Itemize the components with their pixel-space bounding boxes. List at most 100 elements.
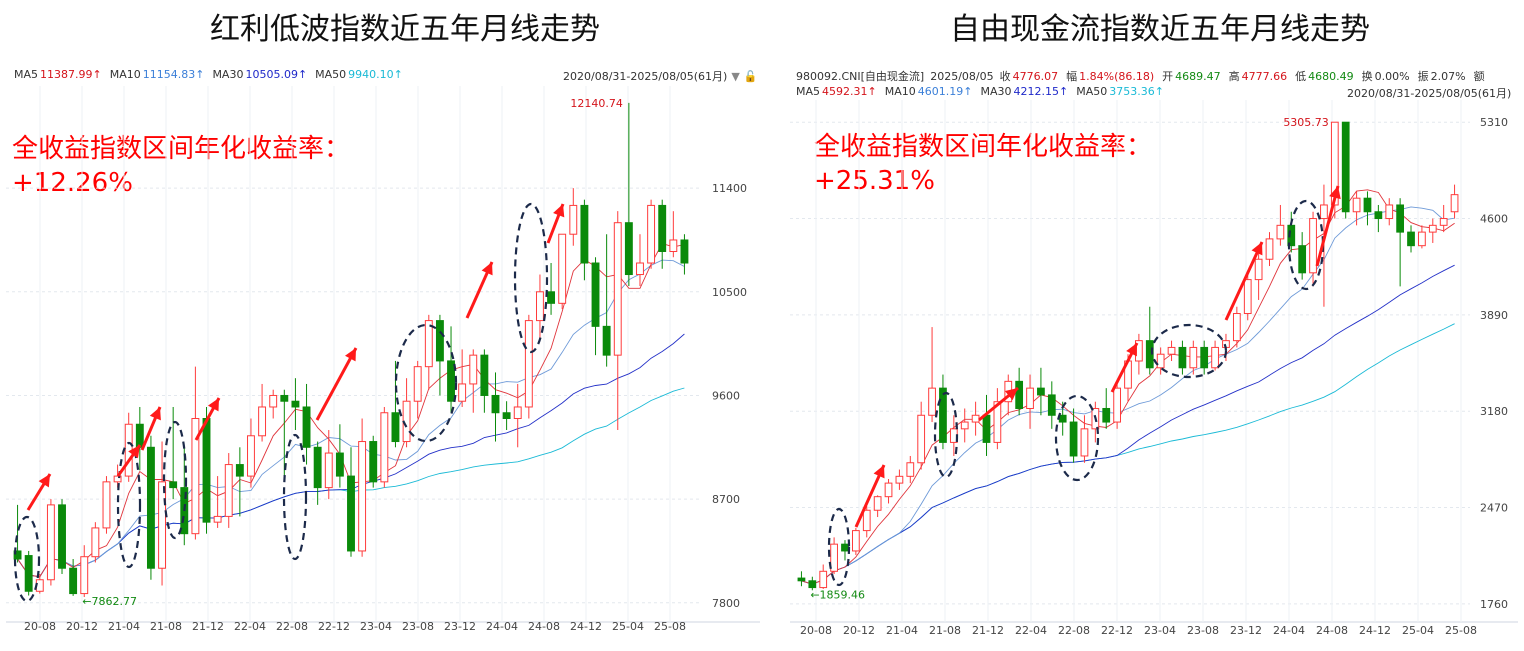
right-legend-item: MA50 3753.36↑ (1076, 85, 1168, 98)
highlight-ellipse (827, 507, 851, 587)
left-legend-value: 10505.09↑ (245, 68, 308, 81)
right-candle-body (1363, 197, 1372, 213)
left-candle-body (191, 418, 200, 535)
left-legend-value: 11387.99↑ (40, 68, 102, 81)
highlight-ellipse (116, 441, 142, 569)
left-y-tick-label: 10500 (712, 286, 747, 299)
left-legend-value: 11154.83↑ (142, 68, 205, 81)
right-candle-body (1232, 313, 1241, 342)
left-candle-body (669, 239, 678, 252)
left-candle-body (536, 291, 544, 322)
right-candle-body (982, 414, 991, 443)
left-candle-body (213, 515, 222, 523)
left-candle-body (58, 504, 66, 569)
right-quote-label: 低 (1295, 70, 1307, 83)
trend-arrow-head (481, 262, 493, 276)
left-candle-body (491, 394, 500, 414)
right-x-tick-label: 23-04 (1144, 624, 1176, 637)
highlight-ellipse (1150, 323, 1228, 379)
right-ma10-line (801, 206, 1455, 585)
left-candle-body (547, 291, 556, 304)
left-candle-body (480, 354, 489, 396)
right-quote-label: 开 (1162, 70, 1174, 83)
right-quote-item: 高 4777.66 (1229, 70, 1292, 83)
right-x-tick-label: 22-12 (1101, 624, 1133, 637)
left-candle-body (580, 204, 589, 264)
trend-arrow-head (207, 398, 219, 412)
right-candle-body (1418, 231, 1426, 247)
left-candle-body (569, 204, 578, 235)
left-candle-body (269, 394, 278, 408)
right-legend-value: 4212.15↑ (1013, 85, 1069, 98)
left-x-tick-label: 23-04 (360, 620, 392, 633)
right-x-tick-label: 24-12 (1359, 624, 1391, 637)
highlight-ellipse (933, 391, 959, 479)
right-candle-body (928, 387, 936, 416)
right-candle-body (1102, 407, 1111, 423)
left-x-tick-label: 21-08 (150, 620, 182, 633)
right-y-tick-label: 4600 (1480, 213, 1508, 226)
left-candle-body (413, 366, 422, 402)
right-x-tick-label: 24-04 (1273, 624, 1305, 637)
right-candle-body (841, 543, 849, 552)
left-candle-body (169, 481, 178, 489)
right-candle-body (1037, 387, 1045, 396)
right-candle-body (1254, 258, 1263, 281)
right-quote-label: 收 (999, 70, 1011, 83)
right-x-tick-label: 22-08 (1058, 624, 1090, 637)
trend-arrow-head (1329, 186, 1341, 200)
left-candle-body (146, 446, 155, 569)
trend-arrow-shaft (315, 347, 358, 421)
right-quote-item: 幅 1.84%(86.18) (1066, 70, 1158, 83)
right-candle-body (1330, 121, 1339, 206)
left-candle-body (680, 239, 689, 264)
left-candle-body (435, 320, 444, 362)
right-x-tick-label: 23-08 (1187, 624, 1219, 637)
lock-icon[interactable]: 🔓 (743, 70, 758, 83)
right-legend-label: MA10 (884, 85, 916, 98)
right-x-tick-label: 25-04 (1402, 624, 1434, 637)
left-y-tick-label: 9600 (712, 389, 740, 402)
right-x-tick-label: 22-04 (1015, 624, 1047, 637)
right-candle-body (884, 482, 893, 498)
right-quote-value: 4777.66 (1241, 70, 1288, 83)
right-quote-value: 4689.47 (1175, 70, 1221, 83)
right-candle-body (1113, 387, 1121, 423)
right-candle-body (1276, 224, 1285, 240)
right-candle-body (873, 496, 882, 511)
right-legend-value: 3753.36↑ (1109, 85, 1164, 98)
left-y-tick-label: 11400 (712, 182, 747, 195)
left-chart-title: 红利低波指数近五年月线走势 (210, 12, 600, 47)
right-candle-body (1145, 340, 1154, 369)
left-candle-body (313, 446, 322, 489)
left-candle-body (302, 406, 311, 448)
right-chart-title: 自由现金流指数近五年月线走势 (950, 12, 1370, 47)
left-y-tick-label: 7800 (712, 597, 740, 610)
right-candle-body (1200, 346, 1209, 369)
left-range-dropdown-icon[interactable]: ▼ (731, 70, 740, 83)
right-candle-body (1341, 121, 1350, 213)
left-legend-label: MA10 (109, 68, 141, 81)
right-range-text: 2020/08/31-2025/08/05(61月) (1347, 87, 1512, 100)
right-low-label: ←1859.46 (810, 588, 865, 601)
left-candle-body (46, 504, 55, 581)
right-x-tick-label: 25-08 (1445, 624, 1477, 637)
right-candle-body (1352, 197, 1361, 213)
right-quote-label: 980092.CNI[自由现金流] (796, 70, 925, 83)
right-candle-body (1026, 387, 1034, 409)
left-candle-body (235, 464, 244, 477)
left-x-tick-label: 25-04 (612, 620, 644, 633)
right-candle-body (1385, 204, 1394, 220)
trend-arrow-head (1004, 388, 1018, 401)
right-range-label: 2020/08/31-2025/08/05(61月) (1347, 85, 1515, 101)
right-candle-body (1167, 346, 1176, 355)
right-quote-value: 4776.07 (1012, 70, 1059, 83)
trend-arrow-shaft (1224, 241, 1264, 321)
right-candle-body (1211, 346, 1219, 369)
right-legend-item: MA30 4212.15↑ (980, 85, 1072, 98)
right-quote-label: 振 (1417, 70, 1429, 83)
left-legend-item: MA50 9940.10↑ (315, 68, 407, 81)
left-legend-label: MA50 (315, 68, 347, 81)
left-candle-body (380, 412, 389, 483)
